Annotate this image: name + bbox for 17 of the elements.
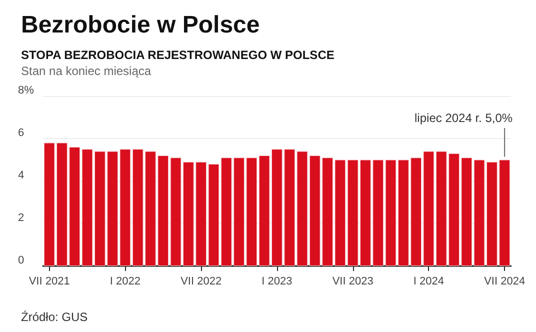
chart-title: Bezrobocie w Polsce — [21, 12, 260, 38]
chart-subtitle: STOPA BEZROBOCIA REJESTROWANEGO W POLSCE — [21, 48, 334, 62]
x-tick-label: VII 2022 — [180, 276, 222, 288]
x-tick-label: VII 2023 — [332, 276, 374, 288]
text: Stan na koniec miesiąca — [21, 64, 152, 78]
x-tick-label: I 2023 — [262, 276, 292, 288]
y-tick-label: 6 — [18, 127, 24, 139]
y-tick-label: 4 — [18, 170, 24, 182]
x-tick-label: VII 2024 — [484, 276, 526, 288]
text: Źródło: GUS — [21, 310, 88, 324]
y-tick-label: 0 — [18, 254, 24, 266]
y-tick-label: 8% — [18, 84, 34, 96]
annotation: lipiec 2024 r. 5,0% — [414, 111, 513, 125]
y-tick-label: 2 — [18, 212, 24, 224]
x-tick-label: I 2022 — [110, 276, 140, 288]
x-tick-label: VII 2021 — [28, 276, 70, 288]
x-tick-label: I 2024 — [413, 276, 444, 288]
